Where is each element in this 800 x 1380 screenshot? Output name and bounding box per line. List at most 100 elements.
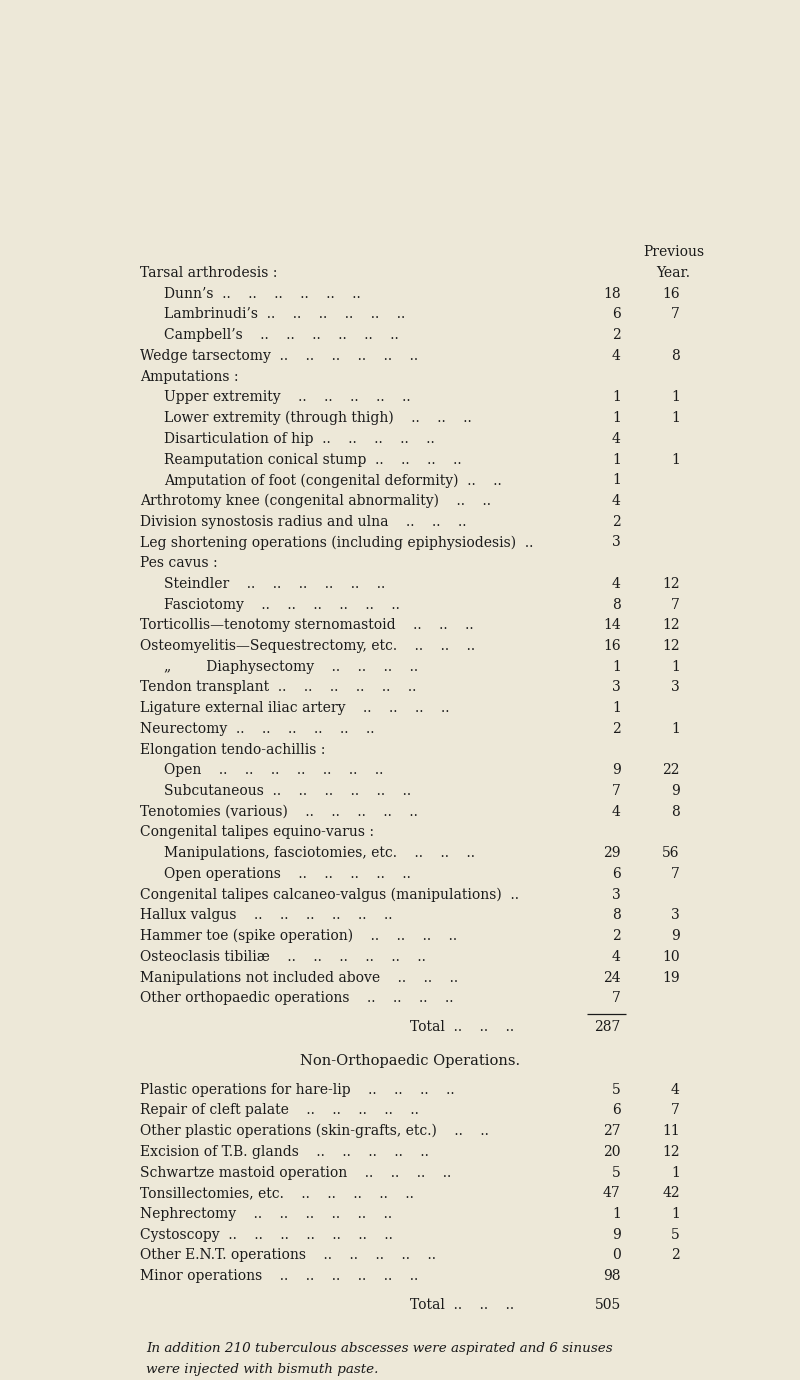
Text: Tenotomies (various)    ..    ..    ..    ..    ..: Tenotomies (various) .. .. .. .. ..	[140, 805, 418, 818]
Text: Other E.N.T. operations    ..    ..    ..    ..    ..: Other E.N.T. operations .. .. .. .. ..	[140, 1249, 436, 1263]
Text: 22: 22	[662, 763, 680, 777]
Text: Torticollis—tenotomy sternomastoid    ..    ..    ..: Torticollis—tenotomy sternomastoid .. ..…	[140, 618, 474, 632]
Text: Cystoscopy  ..    ..    ..    ..    ..    ..    ..: Cystoscopy .. .. .. .. .. .. ..	[140, 1228, 393, 1242]
Text: Upper extremity    ..    ..    ..    ..    ..: Upper extremity .. .. .. .. ..	[164, 391, 410, 404]
Text: 27: 27	[603, 1125, 621, 1138]
Text: 287: 287	[594, 1020, 621, 1035]
Text: 4: 4	[612, 805, 621, 818]
Text: Campbell’s    ..    ..    ..    ..    ..    ..: Campbell’s .. .. .. .. .. ..	[164, 328, 398, 342]
Text: Nephrectomy    ..    ..    ..    ..    ..    ..: Nephrectomy .. .. .. .. .. ..	[140, 1208, 393, 1221]
Text: 5: 5	[612, 1166, 621, 1180]
Text: 98: 98	[603, 1270, 621, 1283]
Text: 7: 7	[671, 867, 680, 880]
Text: 2: 2	[612, 722, 621, 736]
Text: 3: 3	[612, 680, 621, 694]
Text: 10: 10	[662, 949, 680, 963]
Text: were injected with bismuth paste.: were injected with bismuth paste.	[146, 1362, 379, 1376]
Text: Leg shortening operations (including epiphysiodesis)  ..: Leg shortening operations (including epi…	[140, 535, 534, 549]
Text: 6: 6	[612, 308, 621, 322]
Text: Previous: Previous	[643, 246, 704, 259]
Text: Subcutaneous  ..    ..    ..    ..    ..    ..: Subcutaneous .. .. .. .. .. ..	[164, 784, 411, 798]
Text: Lambrinudi’s  ..    ..    ..    ..    ..    ..: Lambrinudi’s .. .. .. .. .. ..	[164, 308, 405, 322]
Text: 6: 6	[612, 867, 621, 880]
Text: Lower extremity (through thigh)    ..    ..    ..: Lower extremity (through thigh) .. .. ..	[164, 411, 472, 425]
Text: 4: 4	[612, 494, 621, 508]
Text: Total  ..    ..    ..: Total .. .. ..	[410, 1020, 514, 1035]
Text: 1: 1	[671, 391, 680, 404]
Text: 29: 29	[603, 846, 621, 860]
Text: Neurectomy  ..    ..    ..    ..    ..    ..: Neurectomy .. .. .. .. .. ..	[140, 722, 374, 736]
Text: 19: 19	[662, 970, 680, 984]
Text: Tonsillectomies, etc.    ..    ..    ..    ..    ..: Tonsillectomies, etc. .. .. .. .. ..	[140, 1187, 414, 1201]
Text: Other orthopaedic operations    ..    ..    ..    ..: Other orthopaedic operations .. .. .. ..	[140, 991, 454, 1005]
Text: 2: 2	[612, 515, 621, 529]
Text: 3: 3	[612, 887, 621, 901]
Text: 4: 4	[612, 577, 621, 591]
Text: 16: 16	[603, 639, 621, 653]
Text: 16: 16	[662, 287, 680, 301]
Text: 47: 47	[603, 1187, 621, 1201]
Text: 1: 1	[612, 473, 621, 487]
Text: 9: 9	[612, 1228, 621, 1242]
Text: 505: 505	[594, 1299, 621, 1312]
Text: 12: 12	[662, 1145, 680, 1159]
Text: 12: 12	[662, 618, 680, 632]
Text: Total  ..    ..    ..: Total .. .. ..	[410, 1299, 514, 1312]
Text: 4: 4	[612, 349, 621, 363]
Text: Minor operations    ..    ..    ..    ..    ..    ..: Minor operations .. .. .. .. .. ..	[140, 1270, 418, 1283]
Text: 20: 20	[603, 1145, 621, 1159]
Text: Tarsal arthrodesis :: Tarsal arthrodesis :	[140, 266, 278, 280]
Text: 1: 1	[671, 411, 680, 425]
Text: Steindler    ..    ..    ..    ..    ..    ..: Steindler .. .. .. .. .. ..	[164, 577, 385, 591]
Text: Tendon transplant  ..    ..    ..    ..    ..    ..: Tendon transplant .. .. .. .. .. ..	[140, 680, 417, 694]
Text: Pes cavus :: Pes cavus :	[140, 556, 218, 570]
Text: 1: 1	[612, 1208, 621, 1221]
Text: Disarticulation of hip  ..    ..    ..    ..    ..: Disarticulation of hip .. .. .. .. ..	[164, 432, 434, 446]
Text: 42: 42	[662, 1187, 680, 1201]
Text: 8: 8	[671, 349, 680, 363]
Text: 3: 3	[612, 535, 621, 549]
Text: Amputations :: Amputations :	[140, 370, 239, 384]
Text: 2: 2	[671, 1249, 680, 1263]
Text: 1: 1	[612, 391, 621, 404]
Text: Year.: Year.	[657, 266, 690, 280]
Text: 7: 7	[612, 991, 621, 1005]
Text: 1: 1	[671, 1166, 680, 1180]
Text: Manipulations, fasciotomies, etc.    ..    ..    ..: Manipulations, fasciotomies, etc. .. .. …	[164, 846, 475, 860]
Text: 7: 7	[671, 308, 680, 322]
Text: 5: 5	[671, 1228, 680, 1242]
Text: 12: 12	[662, 639, 680, 653]
Text: Ligature external iliac artery    ..    ..    ..    ..: Ligature external iliac artery .. .. .. …	[140, 701, 450, 715]
Text: Dunn’s  ..    ..    ..    ..    ..    ..: Dunn’s .. .. .. .. .. ..	[164, 287, 361, 301]
Text: Hallux valgus    ..    ..    ..    ..    ..    ..: Hallux valgus .. .. .. .. .. ..	[140, 908, 393, 922]
Text: 7: 7	[671, 598, 680, 611]
Text: Manipulations not included above    ..    ..    ..: Manipulations not included above .. .. .…	[140, 970, 458, 984]
Text: 18: 18	[603, 287, 621, 301]
Text: Schwartze mastoid operation    ..    ..    ..    ..: Schwartze mastoid operation .. .. .. ..	[140, 1166, 451, 1180]
Text: Osteomyelitis—Sequestrectomy, etc.    ..    ..    ..: Osteomyelitis—Sequestrectomy, etc. .. ..…	[140, 639, 475, 653]
Text: Plastic operations for hare-lip    ..    ..    ..    ..: Plastic operations for hare-lip .. .. ..…	[140, 1083, 455, 1097]
Text: 2: 2	[612, 929, 621, 943]
Text: 12: 12	[662, 577, 680, 591]
Text: Other plastic operations (skin-grafts, etc.)    ..    ..: Other plastic operations (skin-grafts, e…	[140, 1125, 489, 1138]
Text: 14: 14	[603, 618, 621, 632]
Text: 56: 56	[662, 846, 680, 860]
Text: 8: 8	[671, 805, 680, 818]
Text: In addition 210 tuberculous abscesses were aspirated and 6 sinuses: In addition 210 tuberculous abscesses we…	[146, 1341, 613, 1355]
Text: 4: 4	[671, 1083, 680, 1097]
Text: 24: 24	[603, 970, 621, 984]
Text: 1: 1	[612, 660, 621, 673]
Text: 8: 8	[612, 908, 621, 922]
Text: 3: 3	[671, 908, 680, 922]
Text: Division synostosis radius and ulna    ..    ..    ..: Division synostosis radius and ulna .. .…	[140, 515, 467, 529]
Text: Open operations    ..    ..    ..    ..    ..: Open operations .. .. .. .. ..	[164, 867, 410, 880]
Text: 4: 4	[612, 432, 621, 446]
Text: 2: 2	[612, 328, 621, 342]
Text: 1: 1	[612, 411, 621, 425]
Text: Non-Orthopaedic Operations.: Non-Orthopaedic Operations.	[300, 1053, 520, 1068]
Text: Open    ..    ..    ..    ..    ..    ..    ..: Open .. .. .. .. .. .. ..	[164, 763, 383, 777]
Text: 7: 7	[612, 784, 621, 798]
Text: 3: 3	[671, 680, 680, 694]
Text: 9: 9	[671, 784, 680, 798]
Text: Congenital talipes calcaneo-valgus (manipulations)  ..: Congenital talipes calcaneo-valgus (mani…	[140, 887, 519, 903]
